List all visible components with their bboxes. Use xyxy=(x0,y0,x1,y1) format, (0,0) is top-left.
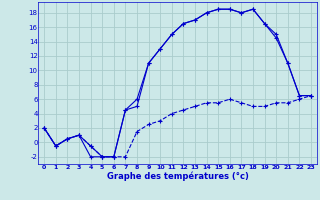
X-axis label: Graphe des températures (°c): Graphe des températures (°c) xyxy=(107,171,249,181)
